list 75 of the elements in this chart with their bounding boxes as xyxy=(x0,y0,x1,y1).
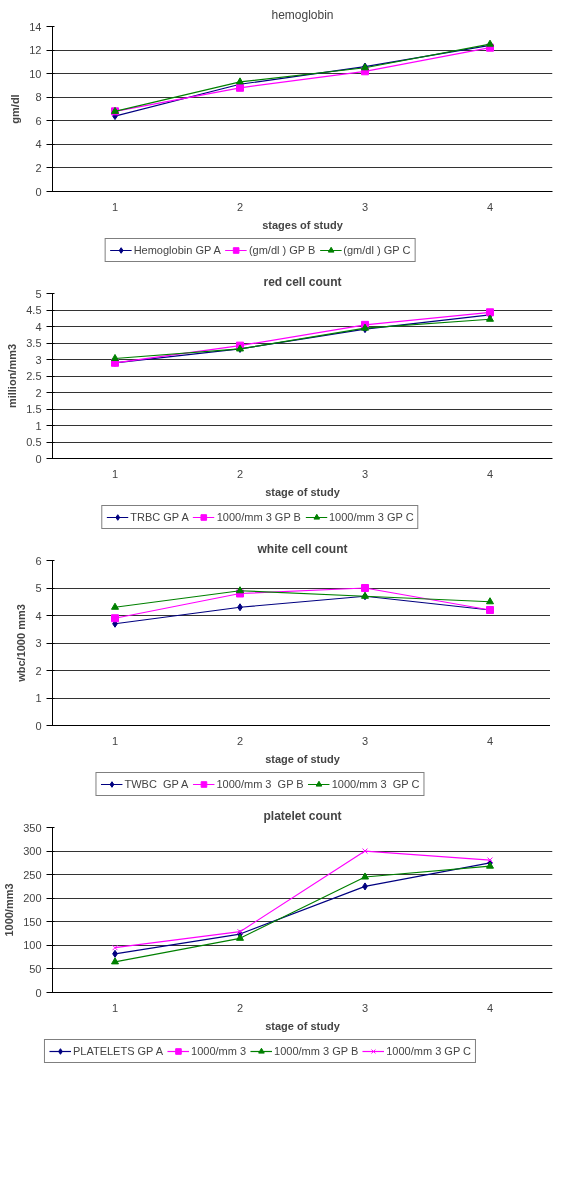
legend-label: 1000/mm 3 xyxy=(191,1045,247,1057)
x-tick-label: 1 xyxy=(111,734,119,747)
y-tick-label: 0 xyxy=(35,719,42,732)
legend-label: (gm/dl ) GP C xyxy=(343,244,411,256)
legend-label: TWBC GP A xyxy=(124,778,189,790)
y-tick-label: 2 xyxy=(35,386,42,399)
chart-title: white cell count xyxy=(256,541,348,556)
x-tick-label: 2 xyxy=(236,200,244,213)
x-tick-label: 4 xyxy=(486,467,494,480)
y-tick-label: 150 xyxy=(23,915,42,928)
x-tick-label: 1 xyxy=(111,200,119,213)
y-tick-label: 4 xyxy=(35,138,42,151)
y-tick-label: 12 xyxy=(29,44,42,57)
y-tick-label: 3 xyxy=(35,353,42,366)
y-tick-label: 0 xyxy=(35,986,42,999)
y-axis-title: 1000/mm3 xyxy=(3,883,16,937)
legend-label: 1000/mm 3 GP B xyxy=(216,778,304,790)
legend-label: TRBC GP A xyxy=(130,511,189,523)
x-tick-label: 3 xyxy=(361,734,369,747)
y-tick-label: 3.5 xyxy=(26,337,42,349)
y-tick-label: 10 xyxy=(29,67,42,80)
y-axis-title: gm/dl xyxy=(9,94,22,124)
y-tick-label: 4 xyxy=(35,609,42,622)
y-tick-label: 1 xyxy=(35,419,42,432)
y-tick-label: 4.5 xyxy=(26,304,42,316)
y-axis-title: wbc/1000 mm3 xyxy=(15,604,28,683)
legend-label: PLATELETS GP A xyxy=(72,1045,164,1057)
chart-title: hemoglobin xyxy=(271,7,334,22)
legend-label: 1000/mm 3 GP C xyxy=(328,511,414,523)
x-tick-label: 1 xyxy=(111,1001,119,1014)
y-tick-label: 5 xyxy=(35,287,42,300)
y-tick-label: 5 xyxy=(35,582,42,594)
y-tick-label: 2 xyxy=(35,664,42,677)
x-axis-title: stage of study xyxy=(265,485,341,498)
legend-label: 1000/mm 3 GP B xyxy=(216,511,301,523)
x-tick-label: 4 xyxy=(486,734,494,747)
legend-label: 1000/mm 3 GP C xyxy=(331,778,420,790)
y-tick-label: 0.5 xyxy=(26,436,42,448)
x-tick-label: 4 xyxy=(486,1001,494,1014)
x-tick-label: 1 xyxy=(111,467,119,480)
x-axis-title: stages of study xyxy=(262,218,344,231)
y-tick-label: 50 xyxy=(29,962,42,975)
x-tick-label: 3 xyxy=(361,467,369,480)
y-tick-label: 200 xyxy=(23,892,42,905)
legend-label: Hemoglobin GP A xyxy=(133,244,221,256)
x-tick-label: 2 xyxy=(236,734,244,747)
x-tick-label: 3 xyxy=(361,1001,369,1014)
x-axis-title: stage of study xyxy=(265,1019,341,1032)
x-tick-label: 2 xyxy=(236,467,244,480)
y-tick-label: 350 xyxy=(23,821,42,834)
y-tick-label: 3 xyxy=(35,637,42,649)
y-tick-label: 300 xyxy=(23,845,42,858)
y-tick-label: 14 xyxy=(29,20,42,33)
y-tick-label: 4 xyxy=(35,320,42,333)
chart-title: platelet count xyxy=(263,808,342,823)
chart-title: red cell count xyxy=(263,274,342,289)
legend-label: 1000/mm 3 GP C xyxy=(386,1045,472,1057)
y-tick-label: 6 xyxy=(35,114,42,127)
y-tick-label: 100 xyxy=(23,939,42,952)
y-tick-label: 6 xyxy=(35,554,42,567)
y-tick-label: 1 xyxy=(35,692,42,704)
y-tick-label: 0 xyxy=(35,185,42,198)
x-tick-label: 4 xyxy=(486,200,494,213)
x-tick-label: 2 xyxy=(236,1001,244,1014)
legend-label: 1000/mm 3 GP B xyxy=(274,1045,359,1057)
y-tick-label: 250 xyxy=(23,868,42,881)
y-tick-label: 0 xyxy=(35,452,42,465)
y-tick-label: 2.5 xyxy=(26,370,42,382)
y-tick-label: 1.5 xyxy=(26,403,42,415)
y-axis-title: million/mm3 xyxy=(6,343,19,409)
legend-label: (gm/dl ) GP B xyxy=(248,244,316,256)
y-tick-label: 8 xyxy=(35,91,42,104)
x-tick-label: 3 xyxy=(361,200,369,213)
x-axis-title: stage of study xyxy=(265,752,341,765)
y-tick-label: 2 xyxy=(35,161,42,174)
